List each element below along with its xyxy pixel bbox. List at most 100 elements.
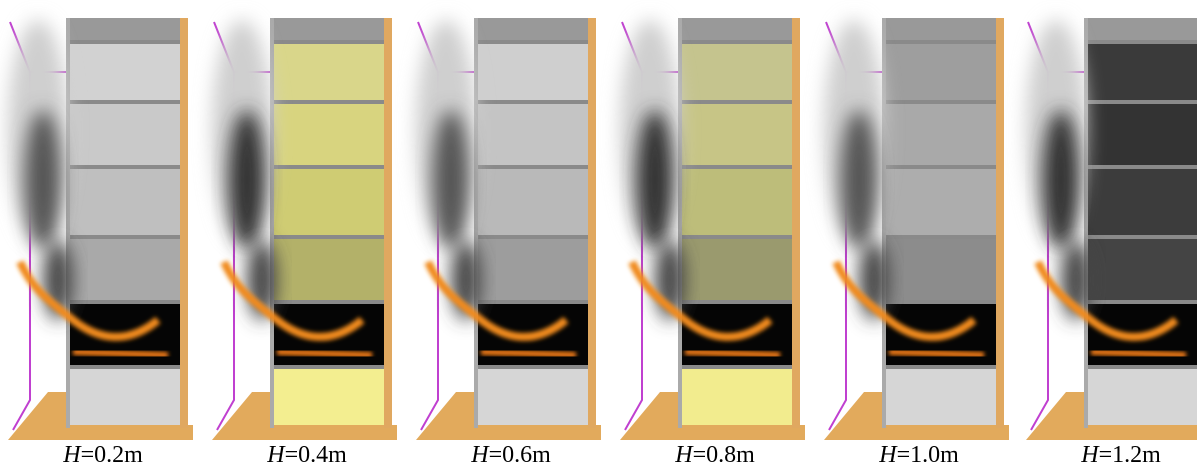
compartment xyxy=(70,365,180,425)
panel: H=0.8m xyxy=(620,18,805,468)
smoke xyxy=(25,110,61,250)
cabinet-top xyxy=(678,18,800,40)
floor-front xyxy=(476,425,601,440)
smoke xyxy=(1043,110,1079,250)
shelf xyxy=(478,165,588,169)
panel-label: H=0.6m xyxy=(470,442,551,468)
floor-front xyxy=(272,425,397,440)
shelf xyxy=(1088,100,1197,104)
label-value: =0.8m xyxy=(693,442,756,468)
cabinet-side xyxy=(996,18,1004,428)
label-symbol: H xyxy=(62,442,82,468)
shelf xyxy=(886,235,996,239)
shelf xyxy=(274,300,384,304)
cabinet-post xyxy=(474,18,478,428)
compartment xyxy=(682,165,792,235)
shelf xyxy=(1088,40,1197,44)
floor-front xyxy=(884,425,1009,440)
shelf xyxy=(70,100,180,104)
flame xyxy=(481,352,576,355)
label-value: =0.2m xyxy=(81,442,144,468)
compartment xyxy=(886,365,996,425)
compartment xyxy=(886,40,996,100)
compartment xyxy=(70,235,180,300)
smoke xyxy=(841,110,877,250)
label-value: =0.6m xyxy=(489,442,552,468)
shelf xyxy=(886,100,996,104)
shelf xyxy=(274,40,384,44)
compartment xyxy=(1088,235,1197,300)
shelf xyxy=(70,365,180,369)
cabinet-top xyxy=(270,18,392,40)
compartment xyxy=(1088,40,1197,100)
cabinet-side xyxy=(588,18,596,428)
shelf xyxy=(1088,235,1197,239)
label-value: =0.4m xyxy=(285,442,348,468)
label-symbol: H xyxy=(674,442,694,468)
shelf xyxy=(682,365,792,369)
cabinet-post xyxy=(270,18,274,428)
label-value: =1.0m xyxy=(897,442,960,468)
shelf xyxy=(478,300,588,304)
compartment xyxy=(1088,365,1197,425)
compartment xyxy=(886,165,996,235)
shelf xyxy=(70,235,180,239)
shelf xyxy=(1088,365,1197,369)
shelf xyxy=(886,300,996,304)
compartment xyxy=(478,365,588,425)
panel: H=1.2m xyxy=(1026,18,1197,468)
compartment xyxy=(1088,100,1197,165)
cabinet-side xyxy=(180,18,188,428)
floor xyxy=(212,392,272,440)
floor xyxy=(620,392,680,440)
compartment xyxy=(274,165,384,235)
compartment xyxy=(70,100,180,165)
figure: H=0.2mH=0.4mH=0.6mH=0.8mH=1.0mH=1.2m xyxy=(0,0,1197,475)
cabinet-side xyxy=(792,18,800,428)
compartment xyxy=(70,40,180,100)
shelf xyxy=(274,165,384,169)
shelf xyxy=(886,40,996,44)
shelf xyxy=(682,235,792,239)
panel-label: H=0.2m xyxy=(62,442,143,468)
floor xyxy=(416,392,476,440)
floor xyxy=(824,392,884,440)
compartment xyxy=(274,365,384,425)
cabinet-top xyxy=(66,18,188,40)
label-symbol: H xyxy=(470,442,490,468)
compartment xyxy=(274,235,384,300)
shelf xyxy=(274,365,384,369)
panel-label: H=0.8m xyxy=(674,442,755,468)
shelf xyxy=(478,365,588,369)
compartment xyxy=(1088,165,1197,235)
compartment xyxy=(274,100,384,165)
panel: H=0.4m xyxy=(212,18,397,468)
cabinet-post xyxy=(1084,18,1088,428)
compartment xyxy=(682,100,792,165)
shelf xyxy=(682,40,792,44)
shelf xyxy=(682,300,792,304)
flame xyxy=(889,352,984,355)
smoke xyxy=(637,110,673,250)
panel: H=1.0m xyxy=(824,18,1009,468)
shelf xyxy=(682,165,792,169)
smoke xyxy=(433,110,469,250)
shelf xyxy=(274,235,384,239)
compartment xyxy=(886,235,996,300)
shelf xyxy=(478,100,588,104)
shelf xyxy=(886,365,996,369)
compartment xyxy=(682,40,792,100)
panel: H=0.6m xyxy=(416,18,601,468)
floor-front xyxy=(68,425,193,440)
floor-front xyxy=(680,425,805,440)
compartment xyxy=(70,165,180,235)
panel-label: H=1.0m xyxy=(878,442,959,468)
compartment xyxy=(682,235,792,300)
flame xyxy=(1091,352,1186,355)
compartment xyxy=(274,40,384,100)
compartment xyxy=(478,235,588,300)
compartment xyxy=(478,100,588,165)
compartment xyxy=(478,40,588,100)
flame xyxy=(277,352,372,355)
cabinet-post xyxy=(678,18,682,428)
